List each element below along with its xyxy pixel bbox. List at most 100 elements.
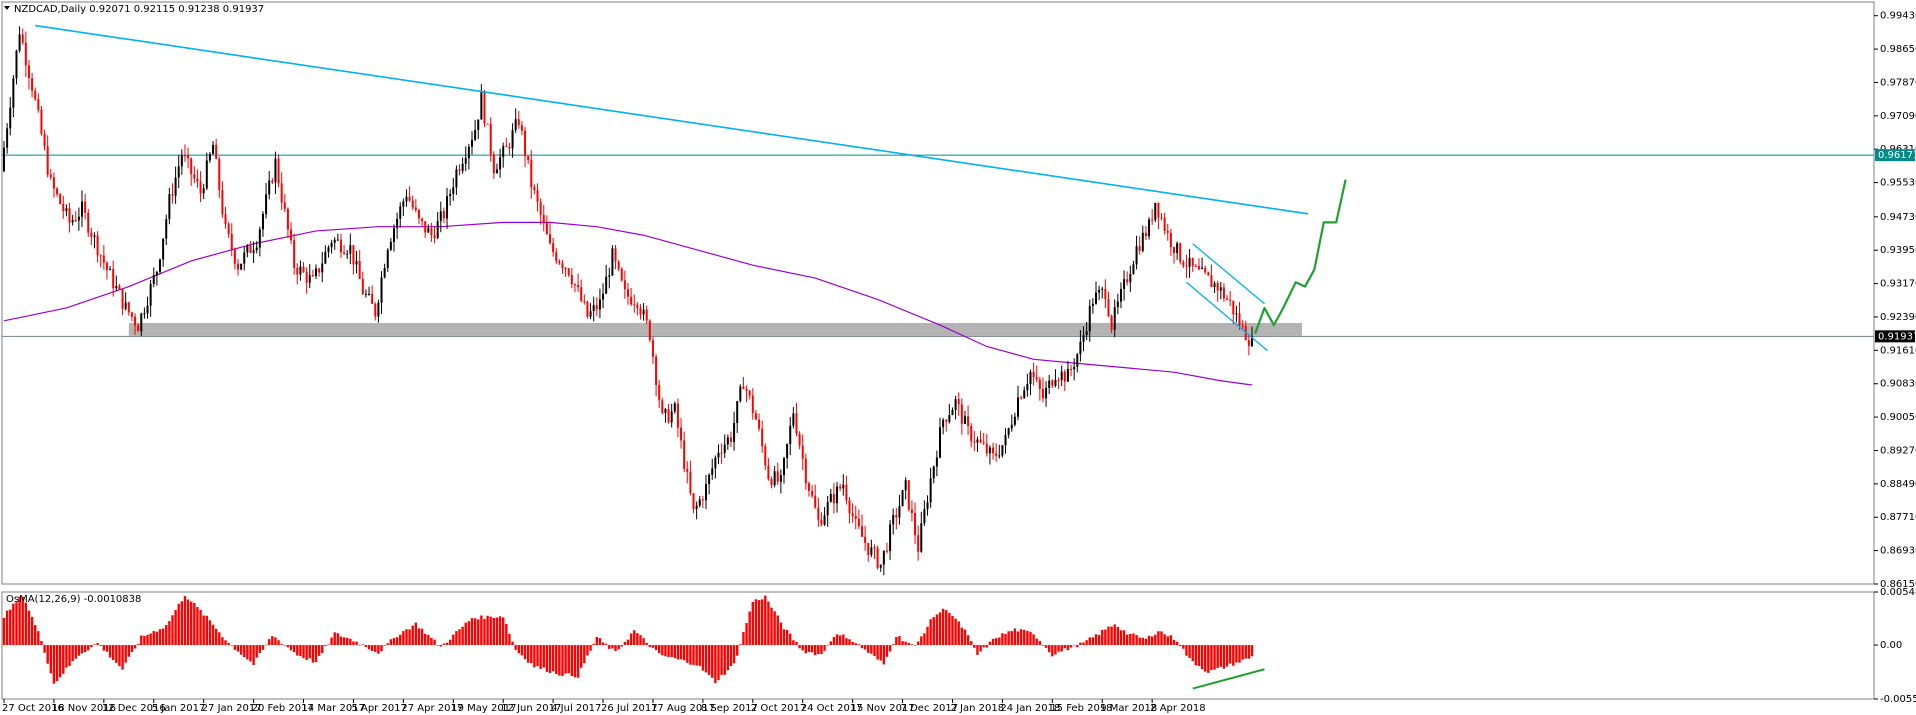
candle-body xyxy=(954,399,957,410)
candle-body xyxy=(296,267,299,275)
osma-bar xyxy=(158,629,162,646)
candle-body xyxy=(1176,243,1179,254)
osma-bar xyxy=(99,645,102,646)
osma-bar xyxy=(1026,630,1029,646)
osma-bar xyxy=(558,645,561,676)
osma-bar xyxy=(817,645,820,655)
osma-bar xyxy=(1225,645,1229,667)
osma-bar xyxy=(424,633,427,646)
candle-body xyxy=(520,125,523,131)
candle-body xyxy=(196,178,199,182)
osma-bar xyxy=(789,633,792,646)
candle-body xyxy=(605,276,608,294)
osma-bar xyxy=(1179,645,1182,647)
candle-body xyxy=(208,154,211,161)
current-price-tag-box xyxy=(1875,330,1915,343)
candle-body xyxy=(1210,275,1213,288)
candle-body xyxy=(277,158,280,184)
osma-bars-layer xyxy=(2,595,1265,690)
candle-body xyxy=(187,155,190,159)
candle-body xyxy=(6,128,9,148)
candle-body xyxy=(920,523,923,552)
osma-bar xyxy=(701,645,705,671)
candle-body xyxy=(202,188,205,194)
candle-body xyxy=(642,309,645,315)
osma-bar xyxy=(336,633,340,646)
osma-bar xyxy=(62,645,65,674)
osma-bar xyxy=(520,645,524,656)
candle-body xyxy=(302,266,305,272)
candle-body xyxy=(1063,371,1066,382)
dropdown-triangle-icon[interactable] xyxy=(4,6,10,10)
candle-body xyxy=(942,419,945,428)
osma-bar xyxy=(932,617,935,646)
osma-bar xyxy=(580,645,583,668)
osma-bar xyxy=(489,616,492,646)
time-tick-label: 2 Oct 2017 xyxy=(751,703,806,714)
osma-bar xyxy=(661,645,664,656)
osma-bar xyxy=(480,615,483,646)
candle-body xyxy=(168,194,171,220)
osma-bar xyxy=(804,645,808,654)
osma-bar xyxy=(1085,640,1088,646)
osma-bar xyxy=(842,634,845,646)
osma-bar xyxy=(1013,628,1017,646)
candle-body xyxy=(583,300,586,302)
osma-bar xyxy=(1082,642,1085,646)
candle-body xyxy=(1076,354,1079,367)
candle-body xyxy=(127,302,130,313)
osma-bar xyxy=(508,633,511,646)
candle-body xyxy=(137,325,140,332)
osma-bar xyxy=(271,636,274,646)
osma-bar xyxy=(1188,645,1191,659)
candle-body xyxy=(651,340,654,357)
candle-body xyxy=(530,160,533,188)
candle-body xyxy=(396,218,399,229)
candle-body xyxy=(751,395,754,414)
candle-body xyxy=(1032,371,1035,378)
osma-bar xyxy=(873,645,876,657)
osma-bar xyxy=(966,635,970,646)
osma-bar xyxy=(539,645,542,669)
candle-body xyxy=(290,229,293,241)
osma-bar xyxy=(127,645,130,657)
osma-bar xyxy=(199,609,202,646)
osma-bar xyxy=(851,642,854,646)
osma-bar xyxy=(807,645,811,652)
candle-body xyxy=(814,495,817,508)
candle-body xyxy=(1232,300,1235,315)
osma-bar xyxy=(224,640,227,646)
candle-body xyxy=(1010,424,1013,429)
osma-bar xyxy=(1122,630,1126,646)
osma-bar xyxy=(55,645,59,682)
candle-body xyxy=(1241,325,1244,327)
osma-bar xyxy=(283,645,286,646)
osma-bar xyxy=(171,615,174,646)
candle-body xyxy=(305,271,308,283)
candle-body xyxy=(914,513,917,536)
osma-bar xyxy=(898,635,901,646)
osma-bar xyxy=(1069,645,1073,648)
candle-body xyxy=(505,146,508,148)
osma-bar xyxy=(448,639,452,646)
osma-bar xyxy=(87,645,90,651)
osma-bar xyxy=(614,645,617,651)
osma-bar xyxy=(477,619,480,646)
osma-bar xyxy=(133,645,137,649)
candle-body xyxy=(492,154,495,174)
candle-body xyxy=(951,409,954,416)
candle-body xyxy=(146,305,149,314)
osma-bar xyxy=(264,644,268,646)
time-tick-label: 14 Mar 2017 xyxy=(302,703,365,714)
candle-body xyxy=(446,196,449,219)
candle-body xyxy=(714,457,717,469)
candle-body xyxy=(174,177,177,196)
candle-body xyxy=(1098,289,1101,293)
osma-bar xyxy=(386,643,389,646)
candle-body xyxy=(34,90,37,99)
candle-body xyxy=(1045,387,1048,399)
osma-bar xyxy=(985,645,988,648)
